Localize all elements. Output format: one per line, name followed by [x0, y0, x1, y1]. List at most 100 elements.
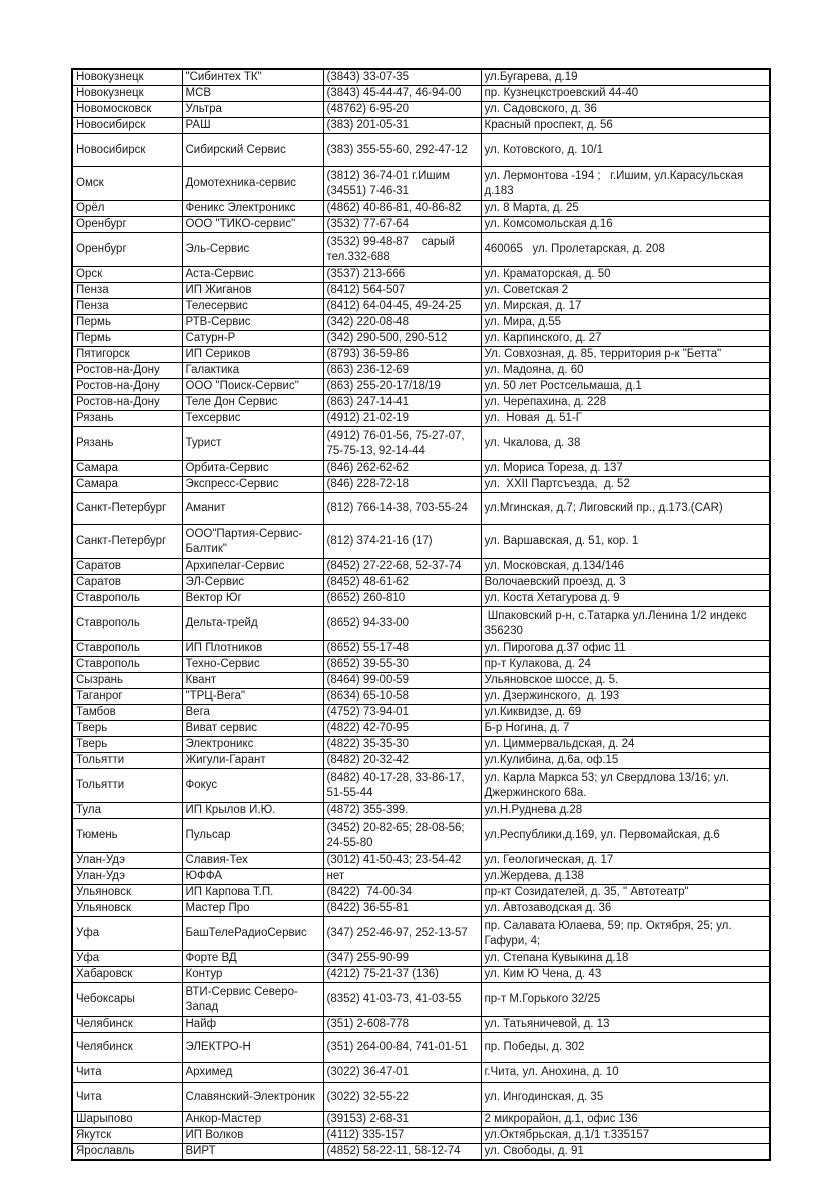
- service-name-cell: Сатурн-Р: [181, 330, 324, 347]
- address-cell: ул.Республики,д.169, ул. Первомайская, д…: [480, 818, 771, 853]
- service-name-cell: Ультра: [181, 101, 324, 118]
- address-cell: ул. Чкалова, д. 38: [480, 426, 771, 461]
- table-row: Ростов-на-Дону Галактика (863) 236-12-69…: [71, 362, 771, 379]
- city-cell: Тамбов: [71, 704, 183, 721]
- service-name-cell: Форте ВД: [181, 950, 324, 967]
- city-cell: Омск: [71, 166, 183, 201]
- phone-cell: (846) 228-72-18: [322, 476, 482, 493]
- city-cell: Ростов-на-Дону: [71, 362, 183, 379]
- service-table-body: Новокузнецк "Сибинтех ТК" (3843) 33-07-3…: [71, 68, 771, 1161]
- city-cell: Новокузнецк: [71, 68, 183, 86]
- table-row: Рязань Турист (4912) 76-01-56, 75-27-07,…: [71, 426, 771, 461]
- address-cell: ул. Советская 2: [480, 282, 771, 299]
- city-cell: Тверь: [71, 720, 183, 737]
- phone-cell: (8352) 41-03-73, 41-03-55: [322, 982, 482, 1017]
- phone-cell: (812) 766-14-38, 703-55-24: [322, 492, 482, 525]
- phone-cell: (863) 255-20-17/18/19: [322, 378, 482, 395]
- address-cell: ул. Геологическая, д. 17: [480, 852, 771, 869]
- service-name-cell: Аста-Сервис: [181, 266, 324, 283]
- service-name-cell: Вектор Юг: [181, 590, 324, 607]
- city-cell: Ставрополь: [71, 640, 183, 657]
- address-cell: ул.Кулибина, д.6а, оф.15: [480, 752, 771, 769]
- phone-cell: (3812) 36-74-01 г.Ишим (34551) 7-46-31: [322, 166, 482, 201]
- service-name-cell: ИП Крылов И.Ю.: [181, 802, 324, 819]
- phone-cell: (3452) 20-82-65; 28-08-56; 24-55-80: [322, 818, 482, 853]
- address-cell: ул.Мгинская, д.7; Лиговский пр., д.173.(…: [480, 492, 771, 525]
- phone-cell: (8652) 39-55-30: [322, 656, 482, 673]
- service-name-cell: Архимед: [181, 1062, 324, 1083]
- service-name-cell: ЭЛ-Сервис: [181, 574, 324, 591]
- city-cell: Челябинск: [71, 1016, 183, 1033]
- table-row: Ставрополь Дельта-трейд (8652) 94-33-00 …: [71, 606, 771, 641]
- table-row: Пермь РТВ-Сервис (342) 220-08-48 ул. Мир…: [71, 314, 771, 331]
- phone-cell: (351) 264-00-84, 741-01-51: [322, 1032, 482, 1063]
- service-name-cell: Найф: [181, 1016, 324, 1033]
- phone-cell: (4852) 58-22-11, 58-12-74: [322, 1143, 482, 1161]
- phone-cell: (4212) 75-21-37 (136): [322, 966, 482, 983]
- city-cell: Пермь: [71, 314, 183, 331]
- address-cell: ул. Коста Хетагурова д. 9: [480, 590, 771, 607]
- address-cell: пр. Салавата Юлаева, 59; пр. Октября, 25…: [480, 916, 771, 951]
- service-name-cell: Квант: [181, 672, 324, 689]
- address-cell: ул. 50 лет Ростсельмаша, д.1: [480, 378, 771, 395]
- service-name-cell: Домотехника-сервис: [181, 166, 324, 201]
- phone-cell: (342) 220-08-48: [322, 314, 482, 331]
- city-cell: Ростов-на-Дону: [71, 378, 183, 395]
- address-cell: Б-р Ногина, д. 7: [480, 720, 771, 737]
- table-row: Саратов Архипелаг-Сервис (8452) 27-22-68…: [71, 558, 771, 575]
- city-cell: Ульяновск: [71, 884, 183, 901]
- service-name-cell: Славия-Тех: [181, 852, 324, 869]
- city-cell: Тула: [71, 802, 183, 819]
- service-name-cell: Вега: [181, 704, 324, 721]
- phone-cell: (342) 290-500, 290-512: [322, 330, 482, 347]
- table-row: Ростов-на-Дону ООО "Поиск-Сервис" (863) …: [71, 378, 771, 395]
- phone-cell: (39153) 2-68-31: [322, 1111, 482, 1128]
- address-cell: ул. Мадояна, д. 60: [480, 362, 771, 379]
- service-name-cell: Фокус: [181, 768, 324, 803]
- address-cell: ул. Котовского, д. 10/1: [480, 133, 771, 167]
- table-row: Оренбург ООО "ТИКО-сервис" (3532) 77-67-…: [71, 216, 771, 233]
- address-cell: ул. Циммервальдская, д. 24: [480, 736, 771, 753]
- service-name-cell: Виват сервис: [181, 720, 324, 737]
- city-cell: Уфа: [71, 916, 183, 951]
- service-centers-table: Новокузнецк "Сибинтех ТК" (3843) 33-07-3…: [71, 68, 771, 1161]
- table-row: Новомосковск Ультра (48762) 6-95-20 ул. …: [71, 101, 771, 118]
- city-cell: Чита: [71, 1082, 183, 1112]
- table-row: Сызрань Квант (8464) 99-00-59 Ульяновско…: [71, 672, 771, 689]
- phone-cell: (8422) 74-00-34: [322, 884, 482, 901]
- phone-cell: (4822) 42-70-95: [322, 720, 482, 737]
- table-row: Пятигорск ИП Сериков (8793) 36-59-86 Ул.…: [71, 346, 771, 363]
- phone-cell: (8422) 36-55-81: [322, 900, 482, 917]
- address-cell: ул. Варшавская, д. 51, кор. 1: [480, 524, 771, 559]
- city-cell: Ставрополь: [71, 606, 183, 641]
- city-cell: Ставрополь: [71, 590, 183, 607]
- service-name-cell: Пульсар: [181, 818, 324, 853]
- city-cell: Новомосковск: [71, 101, 183, 118]
- phone-cell: (8652) 55-17-48: [322, 640, 482, 657]
- city-cell: Чита: [71, 1062, 183, 1083]
- table-row: Омск Домотехника-сервис (3812) 36-74-01 …: [71, 166, 771, 201]
- service-name-cell: ИП Плотников: [181, 640, 324, 657]
- table-row: Пермь Сатурн-Р (342) 290-500, 290-512 ул…: [71, 330, 771, 347]
- service-name-cell: Славянский-Электроник: [181, 1082, 324, 1112]
- city-cell: Оренбург: [71, 216, 183, 233]
- phone-cell: (8452) 27-22-68, 52-37-74: [322, 558, 482, 575]
- table-row: Ульяновск Мастер Про (8422) 36-55-81 ул.…: [71, 900, 771, 917]
- address-cell: Шпаковский р-н, с.Татарка ул.Ленина 1/2 …: [480, 606, 771, 641]
- city-cell: Санкт-Петербург: [71, 492, 183, 525]
- address-cell: пр-т Кулакова, д. 24: [480, 656, 771, 673]
- table-row: Новокузнецк "Сибинтех ТК" (3843) 33-07-3…: [71, 68, 771, 86]
- city-cell: Чебоксары: [71, 982, 183, 1017]
- city-cell: Улан-Удэ: [71, 868, 183, 885]
- city-cell: Самара: [71, 476, 183, 493]
- phone-cell: (8634) 65-10-58: [322, 688, 482, 705]
- address-cell: ул. Дзержинского, д. 193: [480, 688, 771, 705]
- phone-cell: (8652) 94-33-00: [322, 606, 482, 641]
- table-row: Новосибирск РАШ (383) 201-05-31 Красный …: [71, 117, 771, 134]
- address-cell: г.Чита, ул. Анохина, д. 10: [480, 1062, 771, 1083]
- city-cell: Улан-Удэ: [71, 852, 183, 869]
- address-cell: ул. Мирская, д. 17: [480, 298, 771, 315]
- service-name-cell: ВИРТ: [181, 1143, 324, 1161]
- phone-cell: (3537) 213-666: [322, 266, 482, 283]
